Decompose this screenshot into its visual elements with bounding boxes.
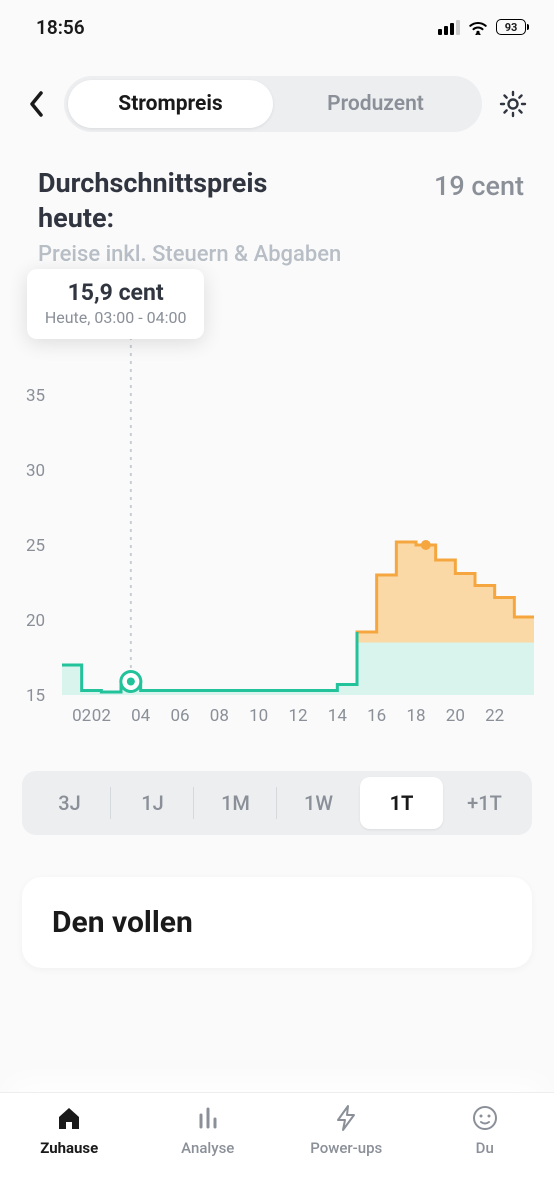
- nav-face[interactable]: Du: [416, 1101, 554, 1200]
- summary-subtitle: Preise inkl. Steuern & Abgaben: [0, 242, 554, 267]
- high-price-lower-area: [357, 643, 534, 696]
- y-tick-label: 30: [26, 461, 45, 481]
- nav-label: Zuhause: [40, 1139, 98, 1157]
- range-option-3j[interactable]: 3J: [28, 777, 111, 829]
- tooltip-price: 15,9 cent: [45, 279, 187, 306]
- battery-level: 93: [505, 21, 518, 34]
- settings-button[interactable]: [496, 87, 530, 121]
- x-tick-label: 02: [92, 706, 111, 726]
- summary-title-line1: Durchschnittspreis: [38, 166, 267, 201]
- nav-label: Analyse: [181, 1139, 234, 1157]
- x-tick-label: 14: [328, 706, 348, 726]
- chart-tooltip: 15,9 cent Heute, 03:00 - 04:00: [27, 269, 205, 339]
- low-price-area: [62, 632, 357, 695]
- nav-label: Power-ups: [310, 1139, 382, 1157]
- x-tick-label: 02: [72, 706, 91, 726]
- x-tick-label: 10: [249, 706, 268, 726]
- range-option-1j[interactable]: 1J: [111, 777, 194, 829]
- bars-icon: [193, 1101, 223, 1135]
- promo-card[interactable]: Den vollen: [22, 877, 532, 968]
- segmented-control: Strompreis Produzent: [64, 76, 482, 132]
- x-tick-label: 22: [485, 706, 504, 726]
- summary-block: Durchschnittspreis heute: 19 cent: [0, 146, 554, 242]
- price-chart[interactable]: 15,9 cent Heute, 03:00 - 04:00 152025303…: [0, 345, 554, 745]
- nav-bars[interactable]: Analyse: [139, 1101, 278, 1200]
- status-bar: 18:56 93: [0, 0, 554, 54]
- x-tick-label: 08: [210, 706, 229, 726]
- y-tick-label: 15: [26, 686, 45, 706]
- cellular-signal-icon: [438, 20, 460, 35]
- status-indicators: 93: [438, 19, 526, 35]
- face-icon: [470, 1101, 500, 1135]
- nav-bolt[interactable]: Power-ups: [277, 1101, 416, 1200]
- summary-title: Durchschnittspreis heute:: [38, 166, 267, 236]
- x-tick-label: 18: [406, 706, 425, 726]
- range-option-plus1t[interactable]: +1T: [443, 777, 526, 829]
- battery-indicator: 93: [496, 19, 526, 35]
- low-price-line: [62, 632, 357, 692]
- range-option-1t[interactable]: 1T: [360, 777, 443, 829]
- tooltip-marker-inner: [127, 678, 135, 686]
- x-tick-label: 12: [288, 706, 307, 726]
- gear-icon: [498, 89, 528, 119]
- current-hour-marker: [421, 540, 431, 550]
- x-tick-label: 20: [446, 706, 465, 726]
- home-icon: [54, 1101, 84, 1135]
- tooltip-time: Heute, 03:00 - 04:00: [45, 308, 187, 327]
- status-time: 18:56: [36, 16, 85, 39]
- y-tick-label: 20: [26, 611, 45, 631]
- bottom-fade: [0, 972, 554, 1092]
- summary-average: 19 cent: [434, 170, 524, 202]
- chart-svg: 15 20 25 30 35 0202 04 06 08 10 12 14 16 18 20 22: [14, 345, 540, 745]
- y-tick-label: 35: [26, 386, 45, 406]
- nav-home[interactable]: Zuhause: [0, 1101, 139, 1200]
- range-option-1m[interactable]: 1M: [194, 777, 277, 829]
- x-tick-label: 06: [170, 706, 189, 726]
- nav-label: Du: [476, 1139, 494, 1157]
- range-option-1w[interactable]: 1W: [277, 777, 360, 829]
- back-button[interactable]: [24, 91, 50, 117]
- tab-strompreis[interactable]: Strompreis: [68, 80, 273, 128]
- wifi-icon: [468, 20, 488, 35]
- page-header: Strompreis Produzent: [0, 54, 554, 146]
- summary-title-line2: heute:: [38, 201, 267, 236]
- range-selector: 3J1J1M1W1T+1T: [22, 771, 532, 835]
- x-tick-label: 16: [367, 706, 386, 726]
- promo-card-title: Den vollen: [52, 905, 502, 940]
- tab-produzent[interactable]: Produzent: [273, 80, 478, 128]
- x-tick-label: 04: [131, 706, 151, 726]
- bolt-icon: [331, 1101, 361, 1135]
- bottom-nav: Zuhause Analyse Power-ups Du: [0, 1092, 554, 1200]
- y-tick-label: 25: [26, 536, 45, 556]
